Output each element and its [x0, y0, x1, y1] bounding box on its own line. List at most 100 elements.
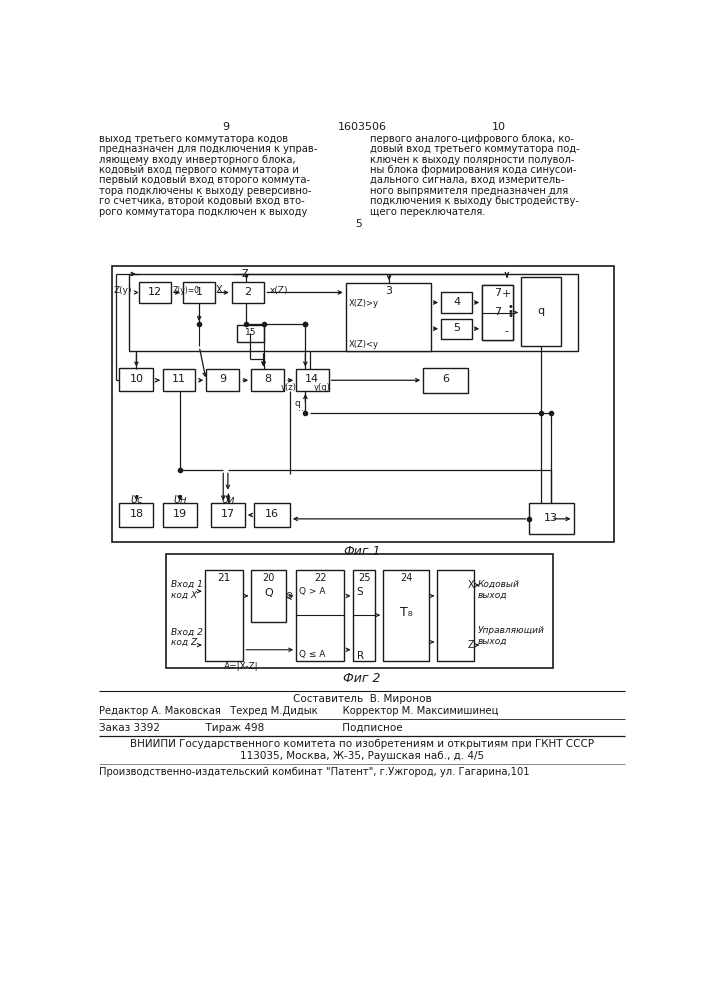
Text: y(z): y(z)	[281, 383, 296, 392]
Text: Кодовый
выход: Кодовый выход	[477, 580, 520, 599]
Text: Uи: Uи	[221, 495, 235, 505]
Text: 8: 8	[264, 374, 271, 384]
Text: 10: 10	[129, 374, 144, 384]
Text: первого аналого-цифрового блока, ко-: первого аналого-цифрового блока, ко-	[370, 134, 573, 144]
Text: 18: 18	[129, 509, 144, 519]
Text: 3: 3	[385, 286, 392, 296]
Bar	[211, 503, 245, 527]
Text: го счетчика, второй кодовый вход вто-: го счетчика, второй кодовый вход вто-	[99, 196, 305, 206]
Text: 20: 20	[262, 573, 275, 583]
Text: Z(y)=0: Z(y)=0	[173, 286, 200, 295]
Bar	[251, 369, 284, 391]
Text: Q: Q	[264, 588, 273, 598]
Bar	[163, 369, 195, 391]
Bar	[521, 277, 561, 346]
Text: •: •	[507, 307, 513, 317]
Text: Z(y): Z(y)	[113, 286, 132, 295]
Text: Производственно-издательский комбинат "Патент", г.Ужгород, ул. Гагарина,101: Производственно-издательский комбинат "П…	[99, 767, 530, 777]
Text: 13: 13	[544, 513, 558, 523]
Text: выход третьего коммутатора кодов: выход третьего коммутатора кодов	[99, 134, 288, 144]
Text: 17: 17	[221, 509, 235, 519]
Text: 25: 25	[358, 573, 370, 583]
Text: x(Z): x(Z)	[270, 286, 288, 295]
Text: 24: 24	[400, 573, 412, 583]
Text: кодовый вход первого коммутатора и: кодовый вход первого коммутатора и	[99, 165, 299, 175]
Text: тора подключены к выходу реверсивно-: тора подключены к выходу реверсивно-	[99, 186, 312, 196]
Text: подключения к выходу быстродейству-: подключения к выходу быстродейству-	[370, 196, 579, 206]
Text: довый вход третьего коммутатора под-: довый вход третьего коммутатора под-	[370, 144, 580, 154]
Bar	[166, 554, 554, 668]
Bar	[441, 319, 472, 339]
Text: Uн: Uн	[173, 495, 187, 505]
Text: ключен к выходу полярности полувол-: ключен к выходу полярности полувол-	[370, 155, 574, 165]
Bar	[237, 325, 264, 342]
Bar	[346, 283, 431, 351]
Bar	[129, 274, 578, 351]
Text: 10: 10	[492, 122, 506, 132]
Bar	[423, 368, 468, 393]
Bar	[383, 570, 429, 661]
Text: Фиг 2: Фиг 2	[343, 672, 380, 685]
Bar	[112, 266, 614, 542]
Text: -: -	[505, 326, 509, 336]
Text: ...: ...	[298, 404, 307, 413]
Text: +: +	[502, 289, 512, 299]
Text: 113035, Москва, Ж-35, Раушская наб., д. 4/5: 113035, Москва, Ж-35, Раушская наб., д. …	[240, 751, 484, 761]
Bar	[482, 285, 513, 340]
Text: Z: Z	[242, 269, 248, 279]
Text: 16: 16	[265, 509, 279, 519]
Bar	[139, 282, 171, 303]
Bar	[482, 285, 513, 340]
Text: X: X	[468, 580, 474, 590]
Text: Управляющий
выход: Управляющий выход	[477, 626, 544, 646]
Text: ного выпрямителя предназначен для: ного выпрямителя предназначен для	[370, 186, 568, 196]
Text: T₈: T₈	[399, 606, 412, 619]
Bar	[204, 570, 243, 661]
Text: 15: 15	[245, 328, 256, 337]
Bar	[163, 503, 197, 527]
Text: R: R	[356, 651, 363, 661]
Text: 12: 12	[148, 287, 162, 297]
Text: ляющему входу инверторного блока,: ляющему входу инверторного блока,	[99, 155, 296, 165]
Bar	[183, 282, 216, 303]
Text: Q ≤ A: Q ≤ A	[299, 650, 325, 659]
Text: Фиг.1: Фиг.1	[343, 545, 380, 558]
Text: X: X	[215, 285, 222, 295]
Text: q: q	[537, 306, 544, 316]
Text: •: •	[507, 311, 513, 321]
Text: дального сигнала, вход измеритель-: дального сигнала, вход измеритель-	[370, 175, 564, 185]
Text: A=|X-Z|: A=|X-Z|	[224, 662, 259, 671]
Text: Uс: Uс	[130, 495, 143, 505]
Text: 1: 1	[196, 287, 203, 297]
Text: Q > A: Q > A	[299, 587, 326, 596]
Text: Q: Q	[286, 592, 293, 601]
Text: первый кодовый вход второго коммута-: первый кодовый вход второго коммута-	[99, 175, 310, 185]
Text: щего переключателя.: щего переключателя.	[370, 207, 485, 217]
Text: X(Z)>y: X(Z)>y	[349, 299, 379, 308]
Text: 7: 7	[494, 288, 501, 298]
Text: ны блока формирования кода синусои-: ны блока формирования кода синусои-	[370, 165, 576, 175]
Text: 19: 19	[173, 509, 187, 519]
Bar	[354, 570, 375, 661]
Text: 6: 6	[442, 374, 449, 384]
Bar	[441, 292, 472, 312]
Bar	[296, 369, 329, 391]
Text: Заказ 3392              Тираж 498                        Подписное: Заказ 3392 Тираж 498 Подписное	[99, 723, 403, 733]
Bar	[437, 570, 474, 661]
Text: 9: 9	[222, 122, 229, 132]
Text: Вход 2
код Z: Вход 2 код Z	[170, 628, 202, 647]
Text: ВНИИПИ Государственного комитета по изобретениям и открытиям при ГКНТ СССР: ВНИИПИ Государственного комитета по изоб…	[130, 739, 594, 749]
Text: Составитель  В. Миронов: Составитель В. Миронов	[293, 694, 431, 704]
Text: y(q): y(q)	[314, 383, 331, 392]
Bar	[529, 503, 573, 534]
Text: 21: 21	[217, 573, 230, 583]
Bar	[296, 570, 344, 661]
Text: 14: 14	[305, 374, 320, 384]
Bar	[255, 503, 290, 527]
Text: Вход 1
код X: Вход 1 код X	[170, 580, 202, 599]
Bar	[251, 570, 286, 622]
Text: 9: 9	[219, 374, 226, 384]
Bar	[119, 368, 153, 391]
Text: 7: 7	[494, 307, 501, 317]
Text: 5: 5	[453, 323, 460, 333]
